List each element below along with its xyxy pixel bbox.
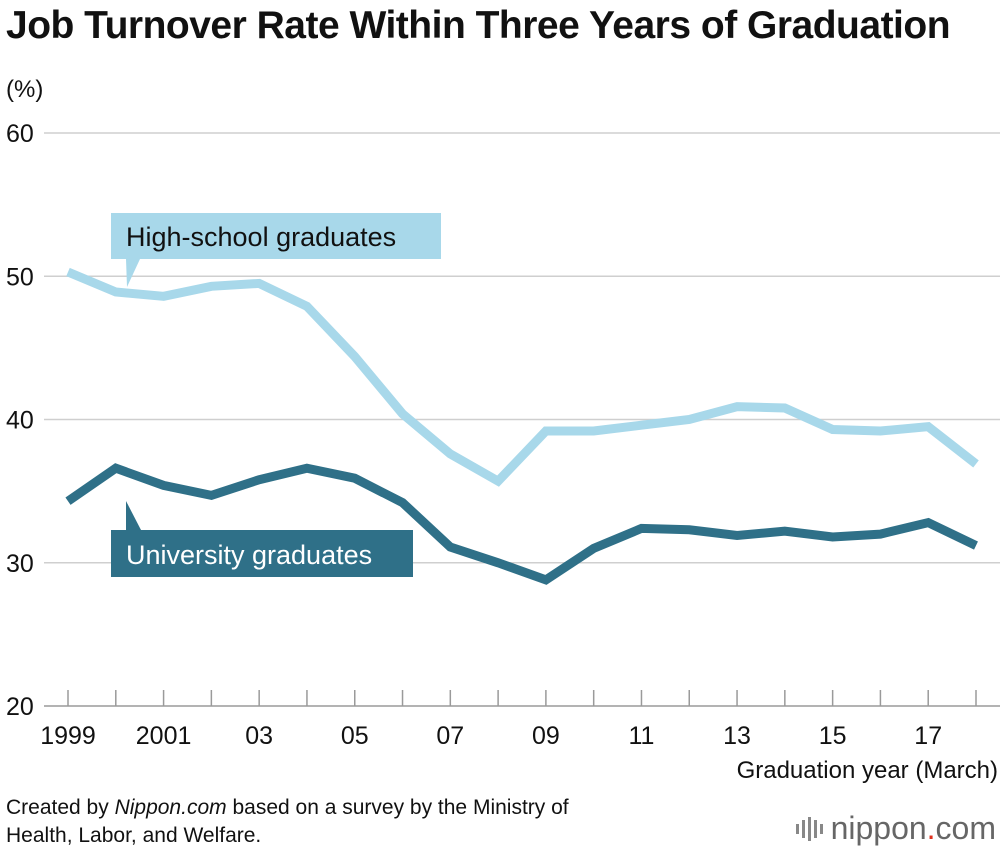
nippon-logo: nippon.com: [795, 810, 996, 847]
y-tick-label: 60: [6, 120, 34, 148]
legend-label: High-school graduates: [126, 222, 396, 252]
x-axis-label: Graduation year (March): [737, 757, 998, 784]
logo-dot: .: [926, 810, 936, 846]
y-tick-label: 50: [6, 263, 34, 291]
x-tick-label: 11: [628, 722, 654, 750]
series-callout-box: [111, 213, 441, 259]
x-tick-label: 2001: [136, 722, 192, 750]
y-tick-label: 40: [6, 407, 34, 435]
series-line: [65, 463, 978, 585]
legend-label: University graduates: [126, 540, 372, 570]
x-tick-label: 13: [723, 722, 751, 750]
y-tick-label: 20: [6, 693, 34, 721]
source-prefix: Created by: [6, 796, 115, 819]
series-callout-pointer: [126, 501, 141, 530]
x-tick-label: 07: [436, 722, 464, 750]
source-note: Created by Nippon.com based on a survey …: [6, 794, 569, 850]
y-axis-unit: (%): [6, 76, 44, 103]
x-tick-label: 1999: [40, 722, 96, 750]
series-callout-box: [111, 530, 413, 577]
source-rest: based on a survey by the Ministry of: [226, 796, 569, 819]
x-tick-label: 15: [819, 722, 847, 750]
source-line-2: Health, Labor, and Welfare.: [6, 824, 262, 847]
series-callout-pointer: [126, 259, 140, 287]
x-tick-label: 17: [914, 722, 942, 750]
logo-name: nippon: [830, 810, 927, 846]
x-tick-label: 03: [245, 722, 273, 750]
x-tick-label: 09: [532, 722, 560, 750]
logo-tld: com: [935, 810, 996, 846]
x-tick-label: 05: [341, 722, 369, 750]
source-brand: Nippon.com: [114, 796, 227, 819]
y-tick-label: 30: [6, 550, 34, 578]
series-line: [66, 267, 979, 487]
source-line-1: Created by Nippon.com based on a survey …: [6, 794, 569, 822]
logo-bars-icon: [795, 816, 823, 841]
chart-title: Job Turnover Rate Within Three Years of …: [6, 4, 951, 47]
